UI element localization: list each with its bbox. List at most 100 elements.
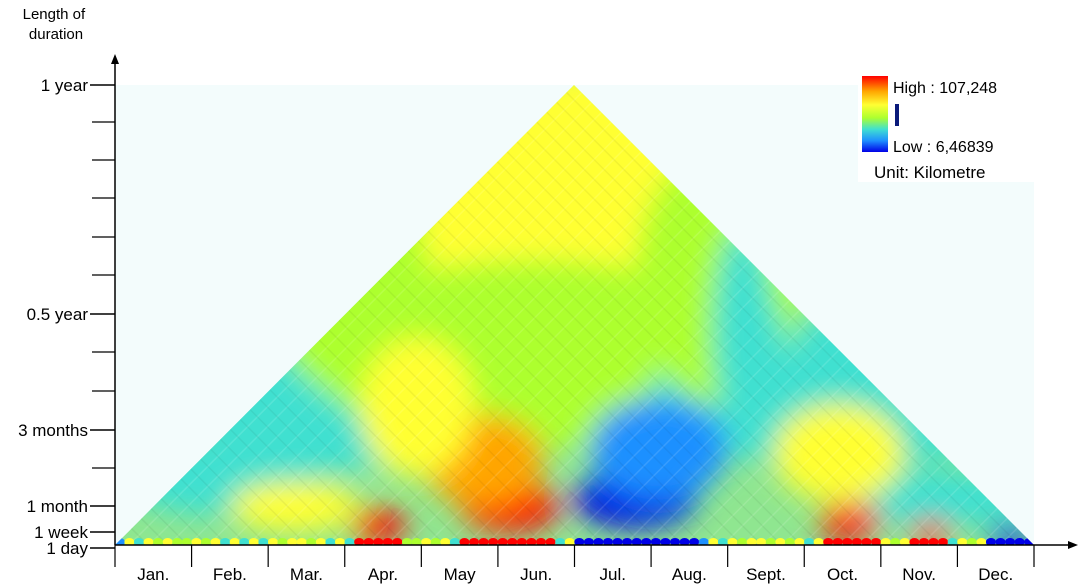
daily-cell-8 xyxy=(191,538,202,545)
daily-cell-58 xyxy=(670,538,681,545)
daily-cell-75 xyxy=(832,538,843,545)
daily-cell-53 xyxy=(622,538,633,545)
y-axis-arrow xyxy=(111,54,119,64)
daily-cell-47 xyxy=(564,538,575,545)
daily-cell-91 xyxy=(985,538,996,545)
daily-cell-39 xyxy=(488,538,499,545)
colorbar xyxy=(862,76,888,152)
daily-cell-54 xyxy=(631,538,642,545)
y-tick-label-1: 1 week xyxy=(34,523,88,542)
x-tick-label-7: Aug. xyxy=(672,565,707,584)
daily-cell-16 xyxy=(267,538,278,545)
daily-cell-89 xyxy=(966,538,977,545)
daily-cell-74 xyxy=(823,538,834,545)
y-tick-label-5: 1 year xyxy=(41,76,89,95)
daily-cell-78 xyxy=(861,538,872,545)
daily-cell-55 xyxy=(641,538,652,545)
daily-cell-90 xyxy=(976,538,987,545)
daily-cell-19 xyxy=(296,538,307,545)
x-tick-label-6: Jul. xyxy=(600,565,626,584)
daily-cell-32 xyxy=(421,538,432,545)
daily-cell-94 xyxy=(1014,538,1025,545)
daily-cell-31 xyxy=(411,538,422,545)
daily-cell-67 xyxy=(756,538,767,545)
x-tick-label-10: Nov. xyxy=(902,565,936,584)
x-tick-label-5: Jun. xyxy=(520,565,552,584)
daily-cell-60 xyxy=(689,538,700,545)
daily-cell-70 xyxy=(784,538,795,545)
daily-cell-25 xyxy=(354,538,365,545)
daily-cell-48 xyxy=(574,538,585,545)
daily-cell-56 xyxy=(650,538,661,545)
daily-cell-77 xyxy=(851,538,862,545)
daily-cell-42 xyxy=(516,538,527,545)
daily-cell-24 xyxy=(344,538,355,545)
legend: High : 107,248 Low : 6,46839 Unit: Kilom… xyxy=(858,72,1034,182)
daily-cell-5 xyxy=(162,538,173,545)
daily-cell-10 xyxy=(210,538,221,545)
daily-cell-93 xyxy=(1005,538,1016,545)
daily-cell-13 xyxy=(239,538,250,545)
daily-cell-73 xyxy=(813,538,824,545)
daily-cell-72 xyxy=(804,538,815,545)
daily-cell-34 xyxy=(440,538,451,545)
daily-cell-64 xyxy=(727,538,738,545)
daily-cell-20 xyxy=(306,538,317,545)
y-tick-label-4: 0.5 year xyxy=(27,305,89,324)
x-tick-label-9: Oct. xyxy=(827,565,858,584)
daily-cell-82 xyxy=(899,538,910,545)
daily-cell-79 xyxy=(871,538,882,545)
x-tick-label-3: Apr. xyxy=(368,565,398,584)
daily-cell-65 xyxy=(737,538,748,545)
x-tick-label-4: May xyxy=(444,565,477,584)
daily-cell-1 xyxy=(124,538,135,545)
daily-cell-28 xyxy=(382,538,393,545)
daily-cell-62 xyxy=(708,538,719,545)
daily-cell-26 xyxy=(363,538,374,545)
daily-cell-3 xyxy=(143,538,154,545)
daily-cell-80 xyxy=(880,538,891,545)
daily-cell-92 xyxy=(995,538,1006,545)
y-axis-title: Length of duration xyxy=(23,6,90,43)
daily-cell-52 xyxy=(612,538,623,545)
daily-cell-61 xyxy=(698,538,709,545)
daily-cell-45 xyxy=(545,538,556,545)
daily-cell-17 xyxy=(277,538,288,545)
legend-unit-label: Unit: Kilometre xyxy=(874,163,985,182)
daily-cell-7 xyxy=(181,538,192,545)
daily-cell-27 xyxy=(373,538,384,545)
daily-cell-41 xyxy=(507,538,518,545)
daily-cell-83 xyxy=(909,538,920,545)
daily-cell-18 xyxy=(287,538,298,545)
legend-low-label: Low : 6,46839 xyxy=(893,139,994,156)
daily-cell-57 xyxy=(660,538,671,545)
daily-cell-23 xyxy=(334,538,345,545)
daily-cell-84 xyxy=(918,538,929,545)
x-tick-label-2: Mar. xyxy=(290,565,323,584)
x-tick-label-11: Dec. xyxy=(978,565,1013,584)
y-tick-label-2: 1 month xyxy=(27,497,88,516)
daily-cell-29 xyxy=(392,538,403,545)
daily-cell-49 xyxy=(583,538,594,545)
daily-cell-36 xyxy=(459,538,470,545)
x-tick-label-0: Jan. xyxy=(137,565,169,584)
daily-cell-6 xyxy=(172,538,183,545)
daily-cell-44 xyxy=(535,538,546,545)
legend-marker xyxy=(895,104,899,126)
daily-cell-40 xyxy=(497,538,508,545)
daily-cell-66 xyxy=(746,538,757,545)
daily-cell-51 xyxy=(603,538,614,545)
daily-cell-37 xyxy=(468,538,479,545)
daily-cell-22 xyxy=(325,538,336,545)
daily-cell-12 xyxy=(229,538,240,545)
daily-cell-38 xyxy=(478,538,489,545)
daily-cell-88 xyxy=(957,538,968,545)
daily-cell-11 xyxy=(220,538,231,545)
daily-cell-15 xyxy=(258,538,269,545)
daily-cell-69 xyxy=(775,538,786,545)
x-axis-arrow xyxy=(1068,541,1078,549)
daily-cell-35 xyxy=(449,538,460,545)
x-tick-label-1: Feb. xyxy=(213,565,247,584)
daily-cell-59 xyxy=(679,538,690,545)
